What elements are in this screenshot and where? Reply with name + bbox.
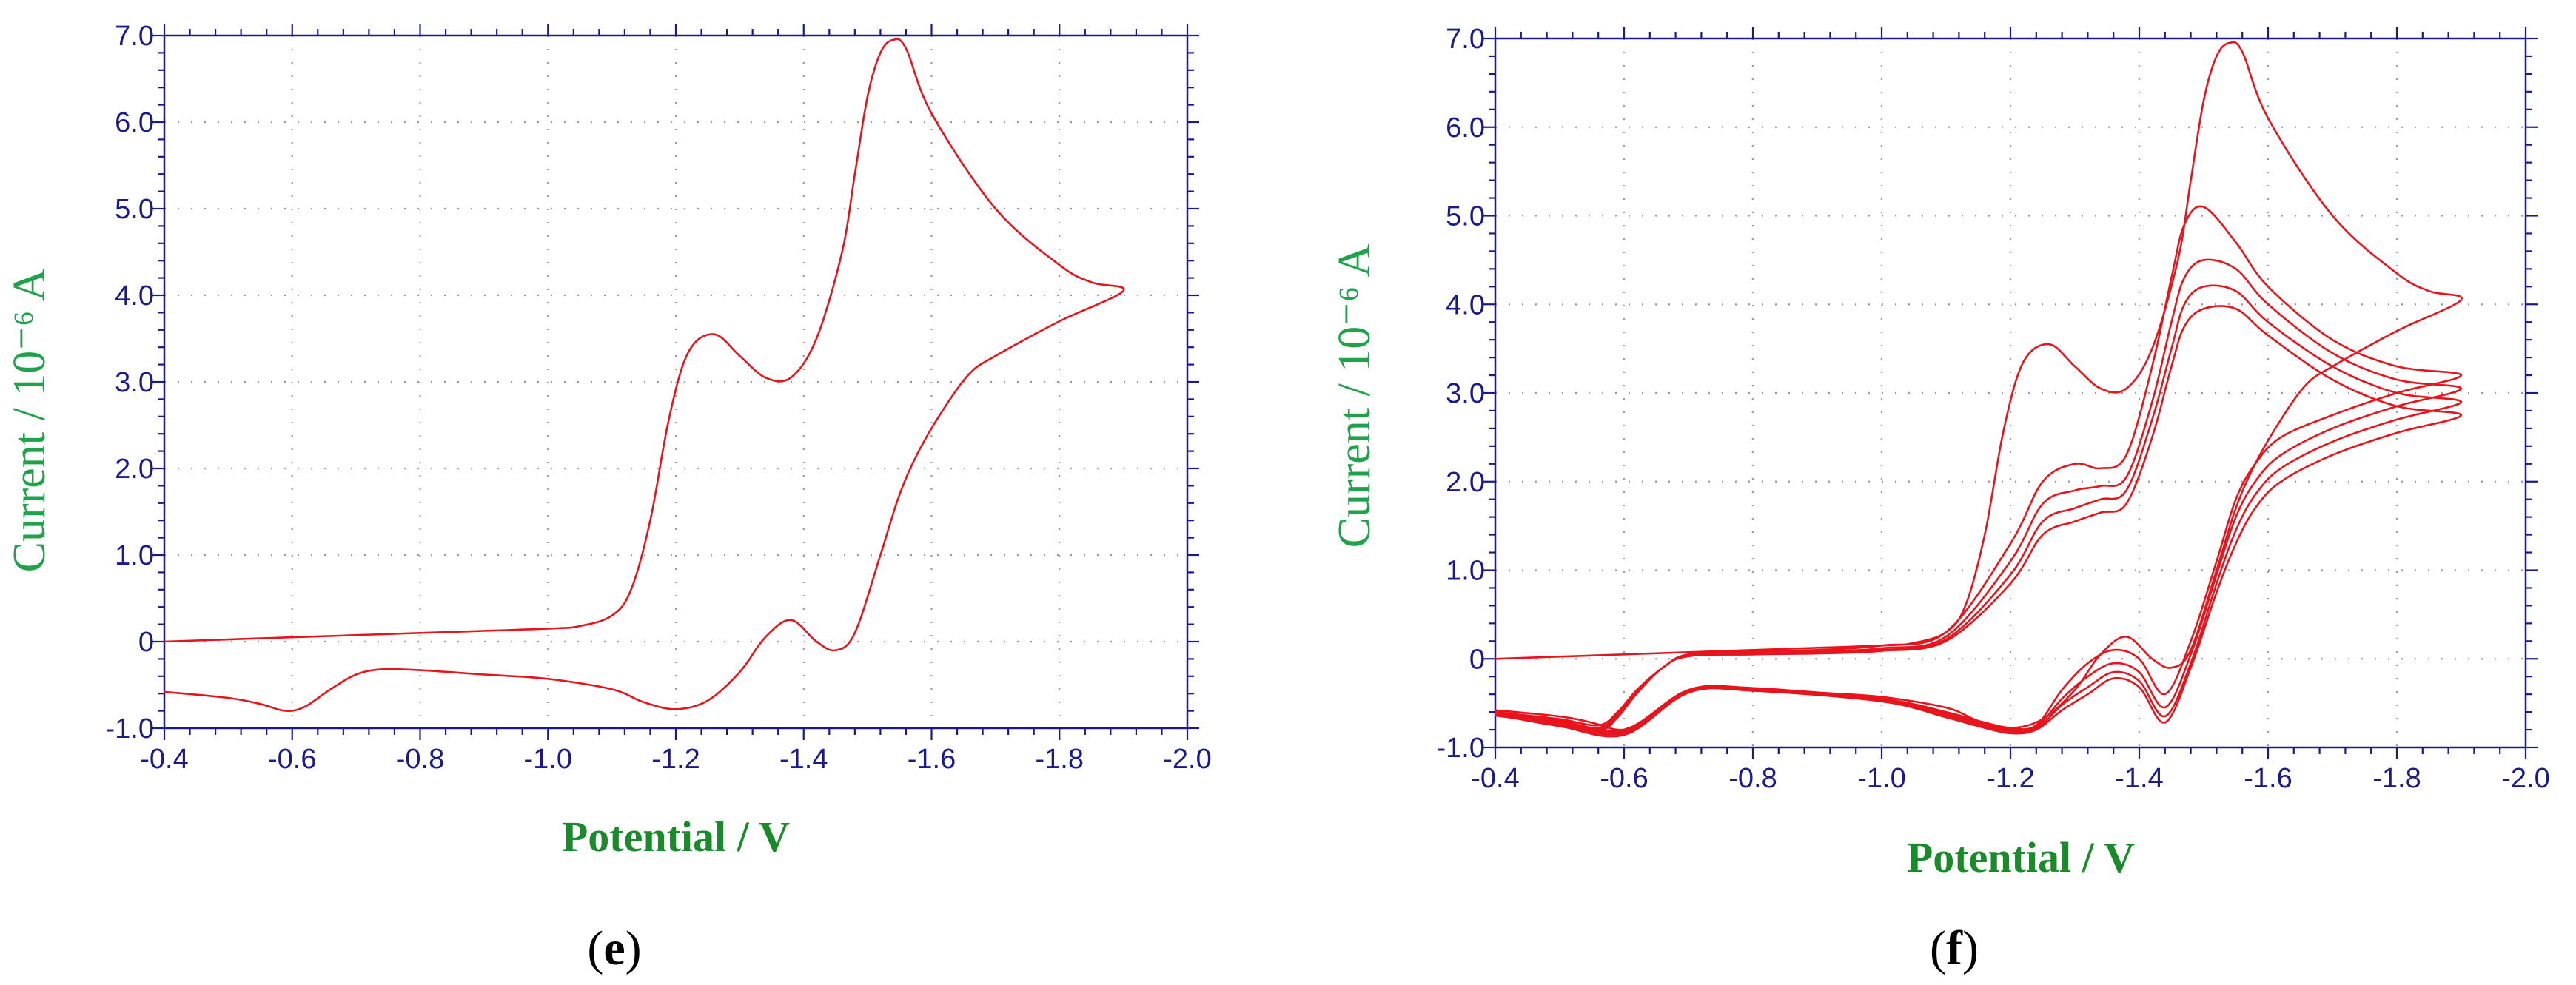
y-tick-label: -1.0: [1437, 733, 1485, 764]
x-tick-label: -2.0: [1163, 744, 1211, 775]
cv-curve-4: [1495, 284, 2463, 736]
y-tick-label: 4.0: [1446, 289, 1485, 320]
x-tick-label: -0.6: [268, 744, 316, 775]
x-tick-label: -1.0: [524, 744, 572, 775]
y-tick-label: 6.0: [115, 107, 154, 138]
x-tick-label: -0.4: [1471, 763, 1519, 794]
x-axis-title: Potential / V: [1907, 833, 2135, 881]
x-tick-label: -0.8: [396, 744, 444, 775]
y-tick-label: 3.0: [115, 367, 154, 398]
y-tick-label: 0: [138, 627, 154, 658]
y-tick-label: -1.0: [106, 713, 154, 744]
x-tick-label: -0.4: [140, 744, 188, 775]
x-tick-label: -1.8: [1036, 744, 1084, 775]
x-tick-label: -1.8: [2372, 763, 2421, 794]
x-tick-label: -1.6: [908, 744, 956, 775]
panel-label: (e): [587, 921, 641, 975]
cv-curve-3: [1495, 258, 2463, 734]
plot-frame: [1494, 37, 2527, 749]
x-tick-label: -1.0: [1857, 763, 1905, 794]
chart-panel-f: -0.4 -0.6 -0.8 -1.0 -1.2 -1.4 -1.6 -1.8 -2.0 -1.0…: [1329, 24, 2550, 975]
cv-curve-2: [1495, 205, 2463, 732]
cv-curve-5: [1495, 305, 2463, 738]
x-tick-label: -1.2: [651, 744, 700, 775]
y-tick-label: 5.0: [115, 194, 154, 225]
y-tick-label: 5.0: [1446, 201, 1485, 232]
y-tick-label: 2.0: [115, 454, 154, 485]
y-tick-label: 7.0: [115, 21, 154, 52]
y-axis-title: Current / 10⁻⁶ A: [1329, 243, 1380, 548]
x-tick-label: -1.4: [779, 744, 828, 775]
y-tick-label: 7.0: [1446, 24, 1485, 55]
cv-curve-1: [164, 38, 1125, 712]
panel-label: (f): [1930, 921, 1979, 975]
x-tick-label: -0.8: [1728, 763, 1777, 794]
cv-curve-1: [1495, 41, 2463, 731]
y-tick-label: 6.0: [1446, 112, 1485, 144]
x-axis-title: Potential / V: [562, 813, 790, 861]
y-tick-label: 1.0: [115, 540, 154, 571]
x-tick-label: -0.6: [1600, 763, 1648, 794]
y-tick-label: 3.0: [1446, 378, 1485, 409]
y-tick-label: 0: [1469, 644, 1485, 675]
y-tick-label: 1.0: [1446, 556, 1485, 587]
y-axis-title: Current / 10⁻⁶ A: [4, 268, 55, 572]
x-tick-label: -2.0: [2501, 763, 2549, 794]
chart-panel-e: -0.4 -0.6 -0.8 -1.0 -1.2 -1.4 -1.6 -1.8 -2.0 -1.0…: [4, 21, 1212, 975]
y-tick-label: 2.0: [1446, 467, 1485, 498]
x-tick-label: -1.4: [2115, 763, 2163, 794]
x-tick-label: -1.6: [2244, 763, 2292, 794]
x-tick-label: -1.2: [1986, 763, 2034, 794]
y-tick-label: 4.0: [115, 280, 154, 312]
